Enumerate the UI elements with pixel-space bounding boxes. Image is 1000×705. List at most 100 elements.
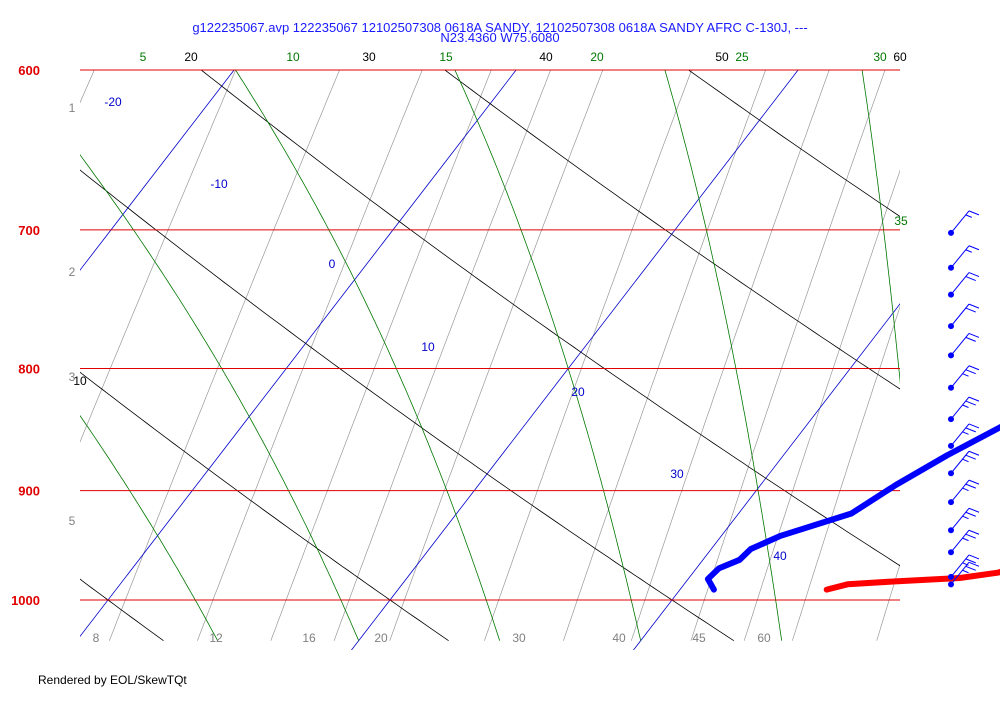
dry-adiabat-line xyxy=(80,578,164,642)
wind-barb xyxy=(948,554,980,580)
isotherm-label: 10 xyxy=(421,340,435,354)
wind-barb-flag xyxy=(968,561,980,567)
wind-barb-shaft xyxy=(950,479,970,503)
moist-adiabat-label: 25 xyxy=(735,50,749,64)
dry-adiabat-label: 40 xyxy=(539,50,553,64)
wind-barb-shaft xyxy=(950,396,970,420)
mixing-ratio-label: 40 xyxy=(612,631,626,645)
moist-adiabat-label: 5 xyxy=(140,50,147,64)
wind-barb-flag xyxy=(968,272,980,278)
wind-barb-flag xyxy=(968,245,980,251)
wind-barb-half xyxy=(962,373,969,377)
mixing-ratio-line xyxy=(690,70,886,641)
footer-credit: Rendered by EOL/SkewTQt xyxy=(38,673,187,687)
isotherm-line xyxy=(878,0,1000,699)
moist-adiabat-label: 15 xyxy=(439,50,453,64)
wind-barb-flag xyxy=(965,558,976,564)
moist-adiabat-label: 30 xyxy=(873,50,887,64)
wind-barb-flag xyxy=(968,423,980,429)
wind-barb-flag xyxy=(965,483,976,489)
wind-barb-flag xyxy=(968,303,980,309)
wind-barb-flag xyxy=(968,332,980,338)
isotherm-label: 0 xyxy=(329,257,336,271)
wind-barb xyxy=(948,303,980,330)
height-label: 3 xyxy=(69,370,76,384)
moist-adiabat-line xyxy=(0,0,77,641)
pressure-tick-label: 1000 xyxy=(11,593,40,608)
wind-barb-flag xyxy=(965,336,976,342)
isotherm-line xyxy=(80,70,235,271)
mixing-ratio-label: 12 xyxy=(209,631,223,645)
wind-barb-flag xyxy=(968,365,980,371)
wind-barb-flag xyxy=(965,511,976,517)
moist-adiabat-label: 20 xyxy=(590,50,604,64)
wind-barb-half xyxy=(962,562,969,566)
isotherm-line xyxy=(350,70,799,650)
pressure-tick-label: 600 xyxy=(18,63,40,78)
wind-barb-shaft xyxy=(950,507,970,531)
mixing-ratio-line xyxy=(0,0,30,641)
height-label: 5 xyxy=(69,514,76,528)
wind-barb-flag xyxy=(965,427,976,433)
wind-barb xyxy=(948,272,980,298)
dry-adiabat-label: 50 xyxy=(715,50,729,64)
mixing-ratio-line xyxy=(80,70,236,443)
dry-adiabat-line xyxy=(687,70,900,217)
isotherm-label: -20 xyxy=(104,95,122,109)
wind-barb xyxy=(948,396,980,423)
dry-adiabat-line xyxy=(444,70,900,390)
wind-barb xyxy=(948,529,980,556)
pressure-tick-label: 800 xyxy=(18,361,40,376)
mixing-ratio-line xyxy=(743,169,900,641)
height-label: 1 xyxy=(69,101,76,115)
wind-barb-flag xyxy=(965,369,976,375)
wind-barb-half xyxy=(962,487,969,492)
mixing-ratio-line xyxy=(108,70,340,641)
wind-barb-half xyxy=(962,515,969,520)
moist-adiabat-label: 35 xyxy=(894,214,908,228)
isotherm-label: 30 xyxy=(670,467,684,481)
wind-barb-shaft xyxy=(950,210,970,234)
wind-barb-flag xyxy=(965,565,976,571)
mixing-ratio-label: 45 xyxy=(692,631,706,645)
height-label: 2 xyxy=(69,265,76,279)
pressure-tick-label: 900 xyxy=(18,484,40,499)
wind-barb-flag xyxy=(968,450,980,456)
mixing-ratio-line xyxy=(197,70,423,641)
dry-adiabat-label: 60 xyxy=(893,50,907,64)
mixing-ratio-line xyxy=(333,70,551,641)
wind-barb-flag xyxy=(968,507,980,513)
wind-barb-half xyxy=(962,404,969,408)
dry-adiabat-label: 20 xyxy=(184,50,198,64)
mixing-ratio-label: 16 xyxy=(302,631,316,645)
wind-barb-flag xyxy=(968,479,980,485)
wind-barb-shaft xyxy=(950,245,970,269)
temperature-profile xyxy=(823,568,1000,593)
wind-barb-flag xyxy=(965,400,976,406)
mixing-ratio-line xyxy=(792,305,900,641)
mixing-ratio-line xyxy=(270,70,492,641)
wind-barb xyxy=(948,332,980,359)
wind-barb-half xyxy=(962,431,969,435)
isotherm-label: 40 xyxy=(773,549,787,563)
wind-barb-shaft xyxy=(950,333,970,356)
wind-barb xyxy=(948,423,980,449)
pressure-tick-label: 700 xyxy=(18,223,40,238)
wind-barb-flag xyxy=(965,533,976,539)
mixing-ratio-label: 30 xyxy=(512,631,526,645)
isotherm-label: 20 xyxy=(571,385,585,399)
wind-barb-flag xyxy=(965,276,976,282)
wind-barb-half xyxy=(962,569,969,574)
isotherm-line xyxy=(80,70,517,638)
wind-barb xyxy=(948,450,980,477)
wind-barb-flag xyxy=(968,210,980,216)
mixing-ratio-label: 60 xyxy=(757,631,771,645)
chart-subtitle: N23.4360 W75.6080 xyxy=(440,30,560,45)
mixing-ratio-line xyxy=(630,70,830,641)
wind-barb-flag xyxy=(965,454,976,460)
wind-barb-shaft xyxy=(950,272,970,295)
wind-barb-half xyxy=(965,249,972,253)
